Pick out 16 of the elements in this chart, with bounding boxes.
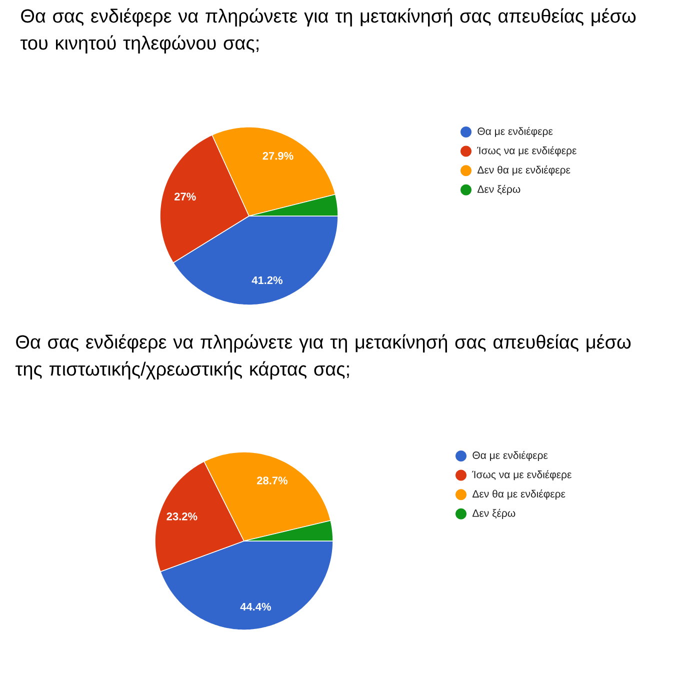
legend-label: Θα με ενδιέφερε bbox=[472, 450, 548, 462]
legend-label: Δεν ξέρω bbox=[472, 508, 516, 519]
data-label: 23.2% bbox=[166, 512, 198, 520]
legend-label: Δεν θα με ενδιέφερε bbox=[472, 490, 566, 500]
legend-label: Ίσως να με ενδιέφερε bbox=[477, 146, 577, 156]
chart-title: Θα σας ενδιέφερε να πληρώνετε για τη μετακίνησή σας απευθείας μέσω της πιστωτικής/χρεωστικής κάρτας σας; bbox=[15, 334, 631, 380]
data-label: 28.7% bbox=[257, 476, 288, 484]
data-label: 44.4% bbox=[240, 602, 271, 611]
data-label: 27.9% bbox=[262, 152, 294, 160]
legend-label: Δεν ξέρω bbox=[478, 184, 520, 195]
legend-label: Δεν θα με ενδιέφερε bbox=[478, 166, 570, 176]
legend-label: Ίσως να με ενδιέφερε bbox=[472, 470, 572, 480]
legend-label: Θα με ενδιέφερε bbox=[478, 126, 553, 138]
data-label: 41.2% bbox=[252, 276, 283, 284]
data-label: 27% bbox=[174, 192, 196, 200]
chart-title: Θα σας ενδιέφερε να πληρώνετε για τη μετακίνησή σας απευθείας μέσω του κινητού τηλεφώνου σας; bbox=[20, 8, 636, 54]
